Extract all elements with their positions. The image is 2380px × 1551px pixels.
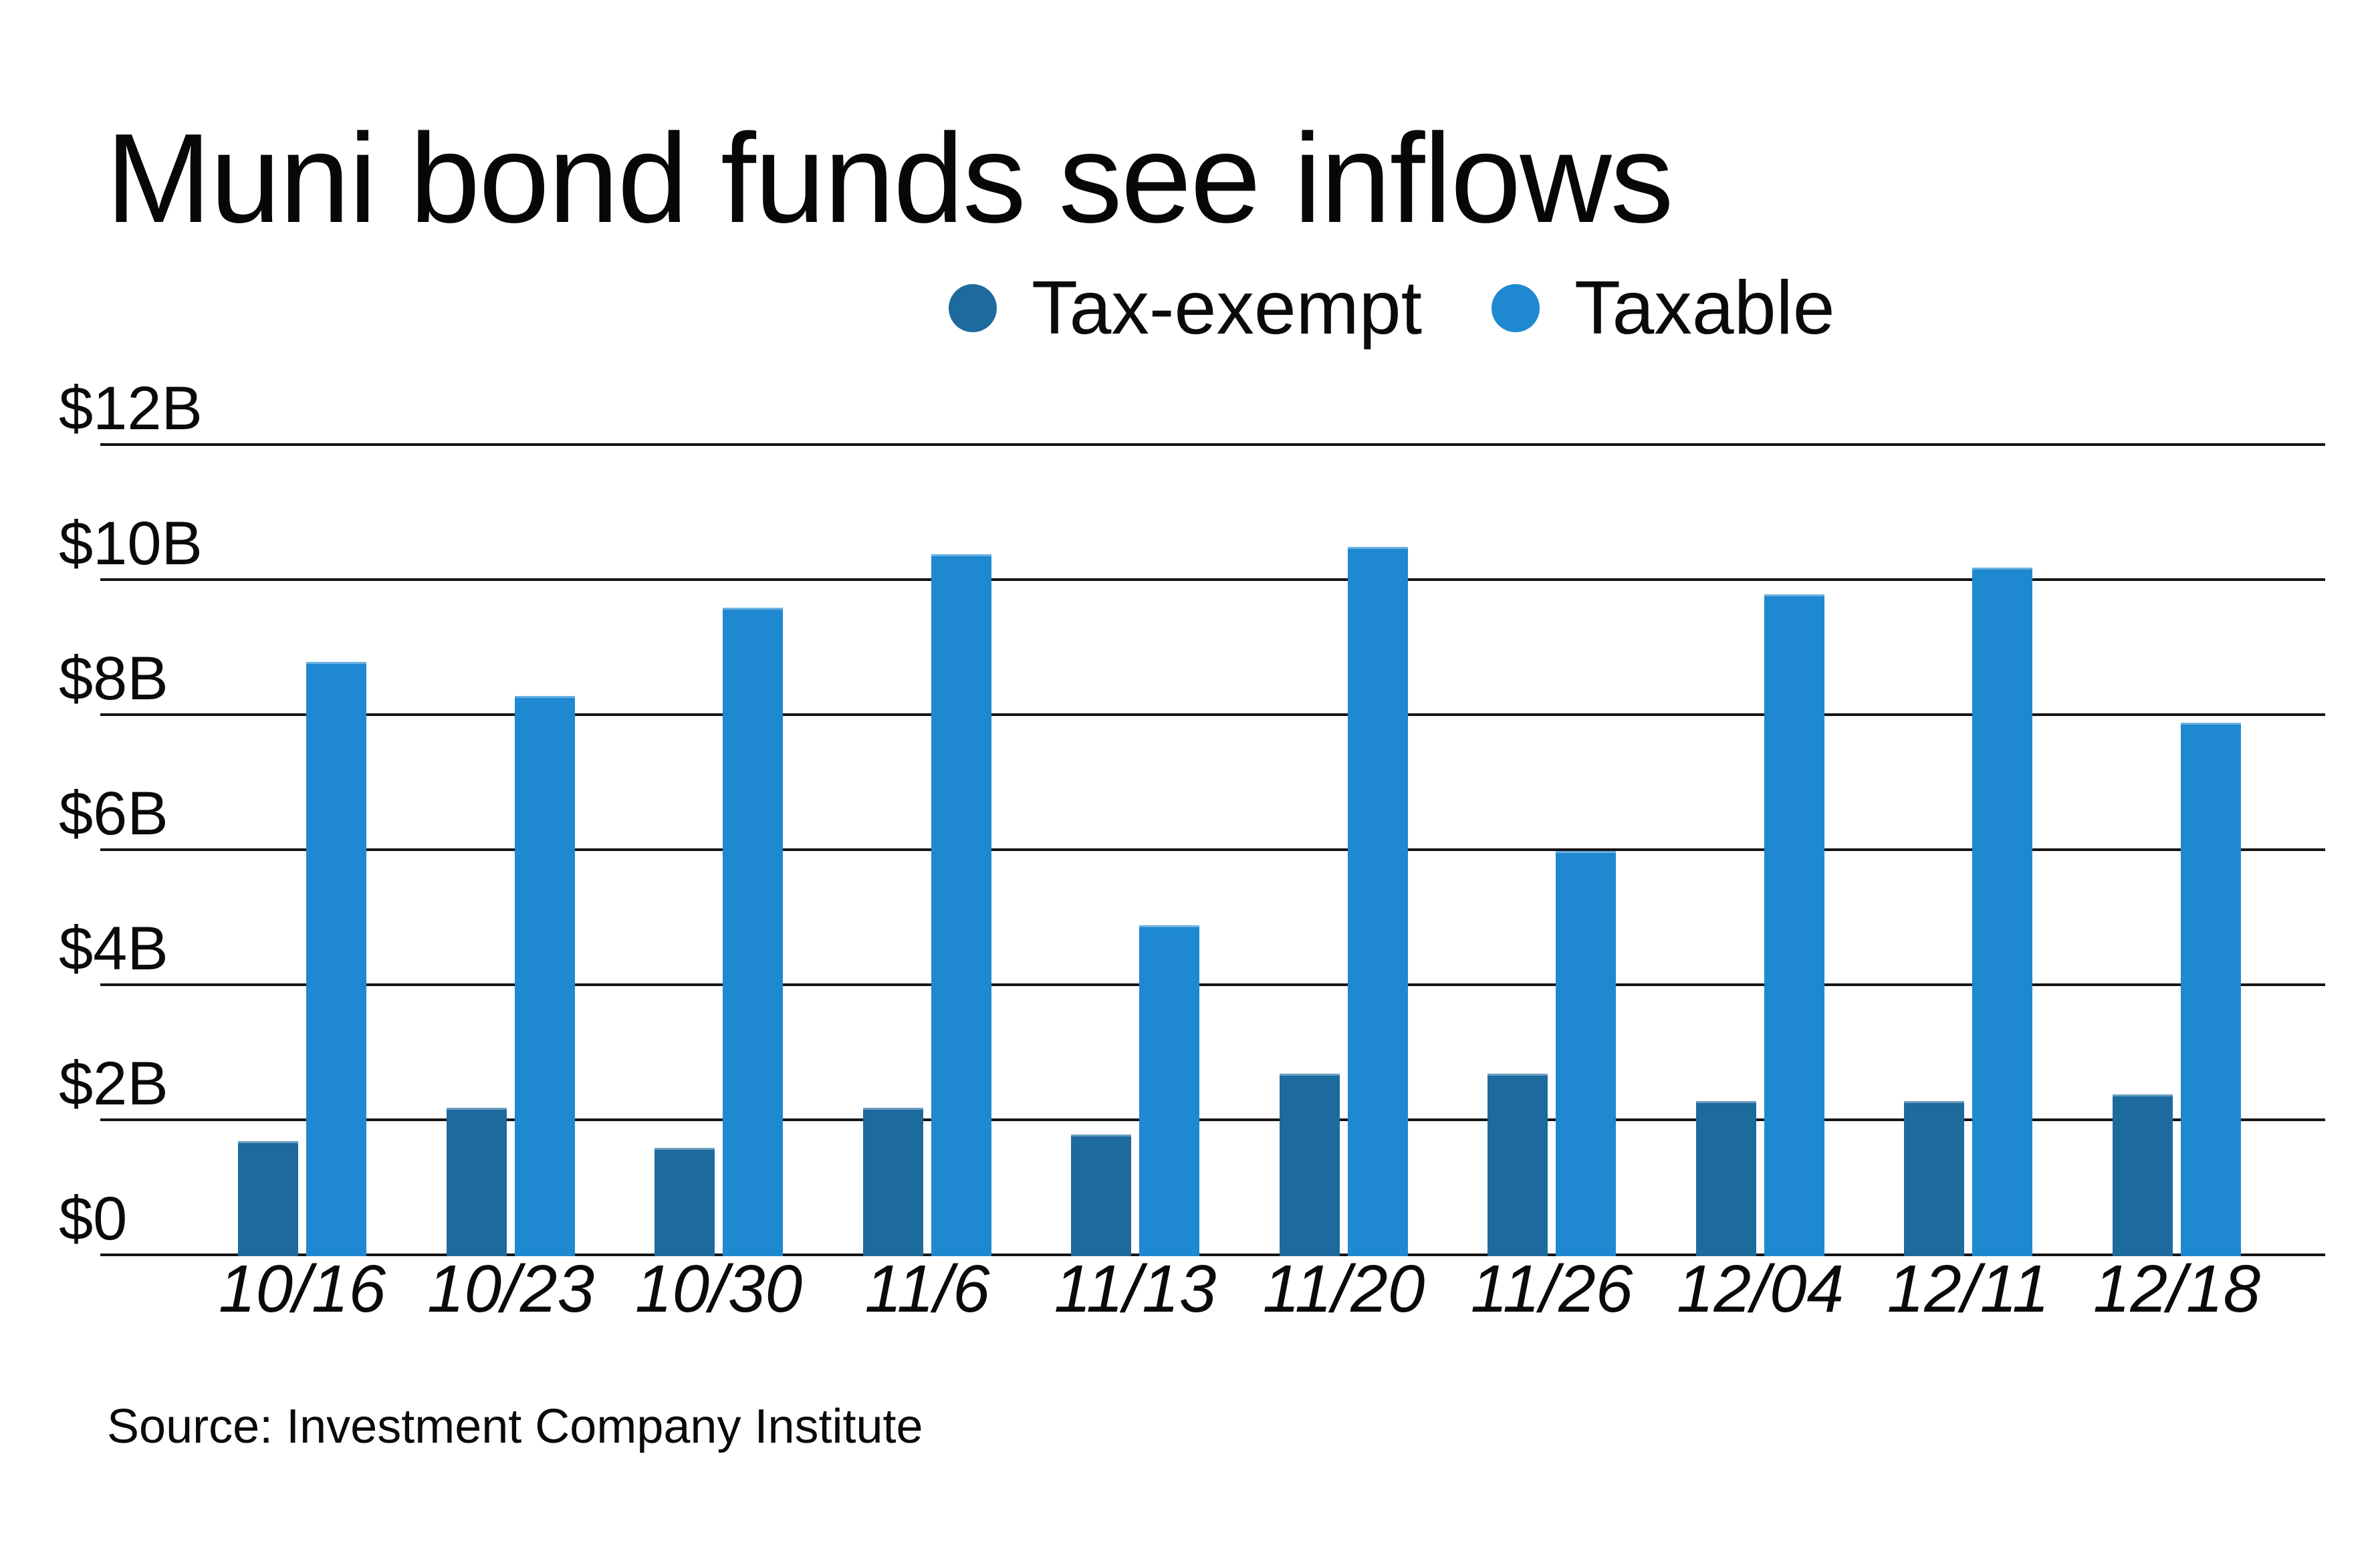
- bar-taxable-12/04: [1764, 594, 1824, 1256]
- x-axis-label: 12/18: [2093, 1251, 2261, 1326]
- x-axis-label: 11/20: [1262, 1251, 1425, 1326]
- x-axis-label: 11/6: [864, 1251, 990, 1326]
- gridline-0: [100, 1254, 2325, 1256]
- bar-taxable-10/30: [723, 608, 783, 1256]
- bar-tax-exempt-10/30: [654, 1148, 715, 1256]
- x-axis-label: 12/11: [1887, 1251, 2050, 1326]
- x-axis-label: 10/30: [634, 1251, 803, 1326]
- bar-taxable-11/13: [1139, 925, 1199, 1256]
- bar-taxable-11/26: [1556, 851, 1616, 1256]
- bar-tax-exempt-11/6: [863, 1108, 923, 1256]
- bar-tax-exempt-11/20: [1280, 1074, 1340, 1256]
- y-axis-label: $2B: [59, 1050, 168, 1118]
- bar-taxable-11/20: [1348, 547, 1408, 1256]
- bar-tax-exempt-11/13: [1071, 1135, 1131, 1256]
- tax-exempt-swatch-icon: [949, 283, 997, 332]
- x-axis-label: 11/26: [1470, 1251, 1633, 1326]
- chart-title: Muni bond funds see inflows: [106, 108, 1674, 249]
- gridline-10B: [100, 578, 2325, 581]
- gridline-12B: [100, 443, 2325, 446]
- y-axis-label: $10B: [59, 509, 203, 578]
- y-axis-label: $4B: [59, 915, 168, 983]
- bar-tax-exempt-10/16: [238, 1141, 298, 1256]
- bar-tax-exempt-12/04: [1696, 1101, 1756, 1256]
- x-axis-label: 10/16: [218, 1251, 386, 1326]
- taxable-swatch-icon: [1492, 283, 1540, 332]
- bar-tax-exempt-11/26: [1488, 1074, 1548, 1256]
- legend-item-tax-exempt: Tax-exempt: [949, 270, 1422, 346]
- legend-label-tax-exempt: Tax-exempt: [1032, 265, 1423, 350]
- x-axis-label: 10/23: [427, 1251, 595, 1326]
- legend-label-taxable: Taxable: [1574, 265, 1835, 350]
- gridline-2B: [100, 1118, 2325, 1121]
- bar-tax-exempt-12/11: [1904, 1101, 1964, 1256]
- bar-tax-exempt-10/23: [447, 1108, 507, 1256]
- bar-taxable-12/18: [2181, 723, 2241, 1256]
- legend-item-taxable: Taxable: [1492, 270, 1835, 346]
- gridline-8B: [100, 713, 2325, 716]
- bar-tax-exempt-12/18: [2113, 1094, 2173, 1256]
- y-axis-label: $12B: [59, 374, 203, 443]
- gridline-6B: [100, 848, 2325, 851]
- bar-taxable-12/11: [1972, 568, 2032, 1256]
- gridline-4B: [100, 983, 2325, 986]
- legend: Tax-exempt Taxable: [949, 259, 1835, 356]
- bar-taxable-11/6: [931, 554, 991, 1256]
- source-note: Source: Investment Company Institute: [107, 1400, 923, 1453]
- y-axis-label: $0: [59, 1185, 128, 1253]
- bar-taxable-10/16: [306, 662, 366, 1256]
- y-axis-label: $8B: [59, 644, 168, 713]
- x-axis-label: 12/04: [1676, 1251, 1844, 1326]
- x-axis-label: 11/13: [1054, 1251, 1217, 1326]
- bar-taxable-10/23: [515, 696, 575, 1256]
- y-axis-label: $6B: [59, 780, 168, 848]
